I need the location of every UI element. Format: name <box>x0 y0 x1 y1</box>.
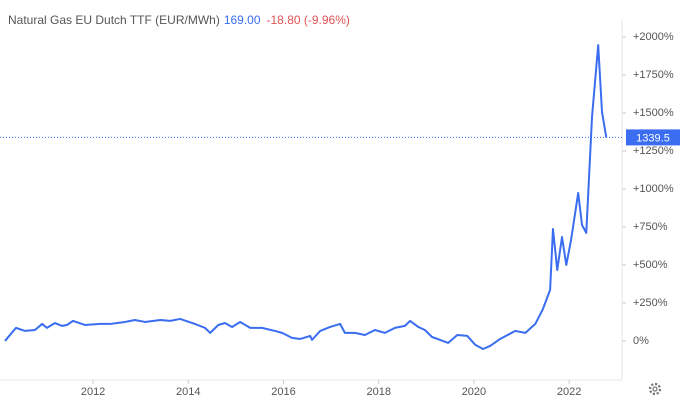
y-tick-label: +250% <box>633 297 668 309</box>
price-line <box>4 44 608 350</box>
y-tick-label: +2000% <box>633 31 674 43</box>
price: 169.00 <box>224 13 261 27</box>
y-tick-label: +1000% <box>633 183 674 195</box>
y-tick-label: +500% <box>633 259 668 271</box>
y-tick-label: +1500% <box>633 107 674 119</box>
y-tick-label: +1750% <box>633 69 674 81</box>
x-tick-label: 2020 <box>462 386 486 398</box>
y-tick-label: +1250% <box>633 145 674 157</box>
y-tick-label: +750% <box>633 221 668 233</box>
change: -18.80 (-9.96%) <box>267 13 350 27</box>
x-tick-label: 2022 <box>557 386 581 398</box>
y-tick-label: 0% <box>633 335 649 347</box>
x-tick-label: 2016 <box>271 386 295 398</box>
x-tick-label: 2014 <box>176 386 200 398</box>
gear-center[interactable] <box>652 386 658 392</box>
gear[interactable] <box>648 382 662 396</box>
chart-title: Natural Gas EU Dutch TTF (EUR/MWh) 169.00… <box>8 13 350 27</box>
x-tick-label: 2018 <box>366 386 390 398</box>
x-tick-label: 2012 <box>81 386 105 398</box>
title: Natural Gas EU Dutch TTF (EUR/MWh) <box>8 13 220 27</box>
last-value-label: 1339.5 <box>636 132 670 144</box>
settings-icon[interactable] <box>648 382 662 396</box>
last-value-box <box>626 129 680 146</box>
